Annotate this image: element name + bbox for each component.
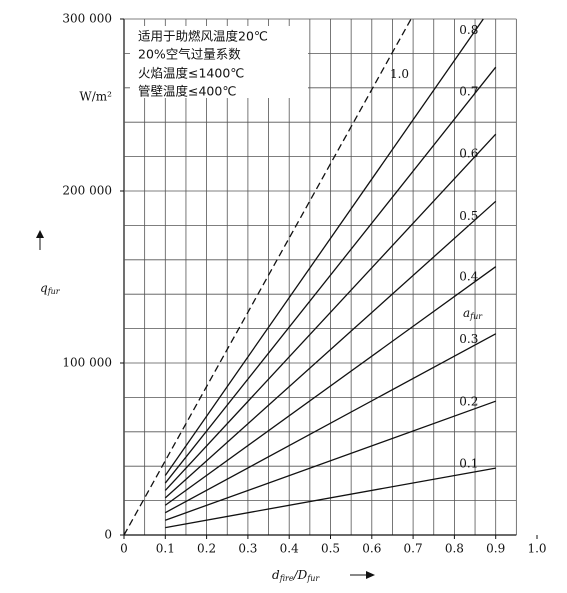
series-label: 0.3 <box>459 332 478 346</box>
x-tick-label: 0 <box>120 542 128 556</box>
annotation: 适用于助燃风温度20℃ <box>138 29 268 44</box>
x-arrow-head <box>366 571 375 579</box>
legend-title-main: a <box>463 306 470 320</box>
legend-title-sub: fur <box>469 312 483 321</box>
series-line <box>164 18 484 476</box>
series-label: 0.2 <box>459 394 478 408</box>
series-line <box>165 467 496 529</box>
y-arrow-head <box>36 230 44 238</box>
x-tick-label: 0.7 <box>404 542 423 556</box>
x-tick-label: 0.6 <box>362 542 381 556</box>
annotation-box <box>130 26 308 98</box>
y-tick-label: 300 000 <box>62 12 112 26</box>
x-label-sub2: fur <box>306 574 320 583</box>
x-tick-label: 1.0 <box>527 542 546 556</box>
series-label: 0.5 <box>459 209 478 223</box>
series-line <box>164 333 497 514</box>
series-line <box>165 400 496 521</box>
y-label-main: q <box>40 281 48 295</box>
series-line <box>164 266 497 506</box>
series-label: 0.4 <box>459 270 478 284</box>
y-tick-label: 0 <box>104 528 112 542</box>
x-label: dfire/Dfur <box>272 568 320 584</box>
x-tick-label: 0.5 <box>321 542 340 556</box>
x-tick-label: 0.2 <box>197 542 216 556</box>
series-label: 0.7 <box>459 84 478 98</box>
x-tick-label: 0.4 <box>280 542 299 556</box>
x-label-main2: /D <box>293 568 308 582</box>
grid: 0 0.1 0.2 0.3 0.4 0.5 0.6 0.7 0.8 0.9 1.0 0 100 000 2… <box>62 12 546 556</box>
lines: 0.1 0.2 0.3 0.4 0.5 0.6 0.7 0.8 1.0 <box>123 18 497 536</box>
series-label: 0.1 <box>459 456 478 470</box>
series-line <box>164 133 497 491</box>
legend-title: afur <box>463 306 483 322</box>
series-line <box>164 200 497 499</box>
x-label-sub: fire <box>279 574 294 583</box>
y-tick-label: 100 000 <box>62 356 112 370</box>
series-label: 0.6 <box>459 147 478 161</box>
x-tick-label: 0.3 <box>238 542 257 556</box>
annotation: 火焰温度≤1400℃ <box>138 66 244 81</box>
y-unit: W/m² <box>79 90 112 104</box>
annotation: 管壁温度≤400℃ <box>138 84 236 99</box>
series-line <box>164 66 497 484</box>
series-label: 0.8 <box>459 23 478 37</box>
y-label-sub: fur <box>47 287 61 296</box>
y-label: qfur <box>40 281 61 297</box>
y-tick-label: 200 000 <box>62 184 112 198</box>
x-tick-label: 0.9 <box>486 542 505 556</box>
x-tick-label: 0.1 <box>156 542 175 556</box>
x-label-main: d <box>272 568 280 582</box>
series-label: 1.0 <box>390 67 409 81</box>
annotation: 20%空气过量系数 <box>138 47 241 62</box>
x-tick-label: 0.8 <box>445 542 464 556</box>
